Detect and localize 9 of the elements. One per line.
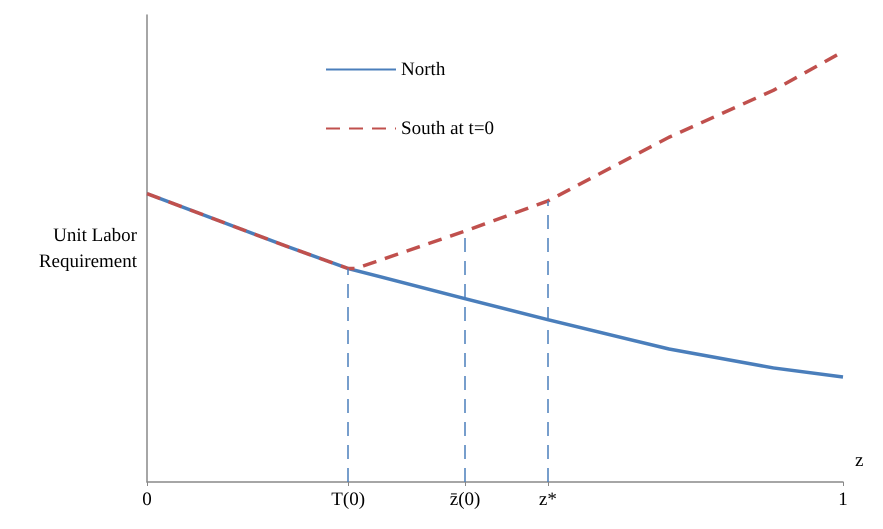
legend-label: South at t=0	[401, 118, 494, 139]
x-tick-label: z*	[538, 489, 557, 510]
y-axis-title: Unit Labor Requirement	[38, 225, 138, 272]
x-tick-label: T(0)	[331, 489, 366, 510]
x-tick-label: 0	[142, 489, 152, 510]
x-tick-label: 1	[838, 489, 848, 510]
x-tick-label: z̄(0)	[450, 489, 480, 510]
x-axis-title: z	[855, 450, 864, 471]
legend-label: North	[401, 59, 446, 80]
